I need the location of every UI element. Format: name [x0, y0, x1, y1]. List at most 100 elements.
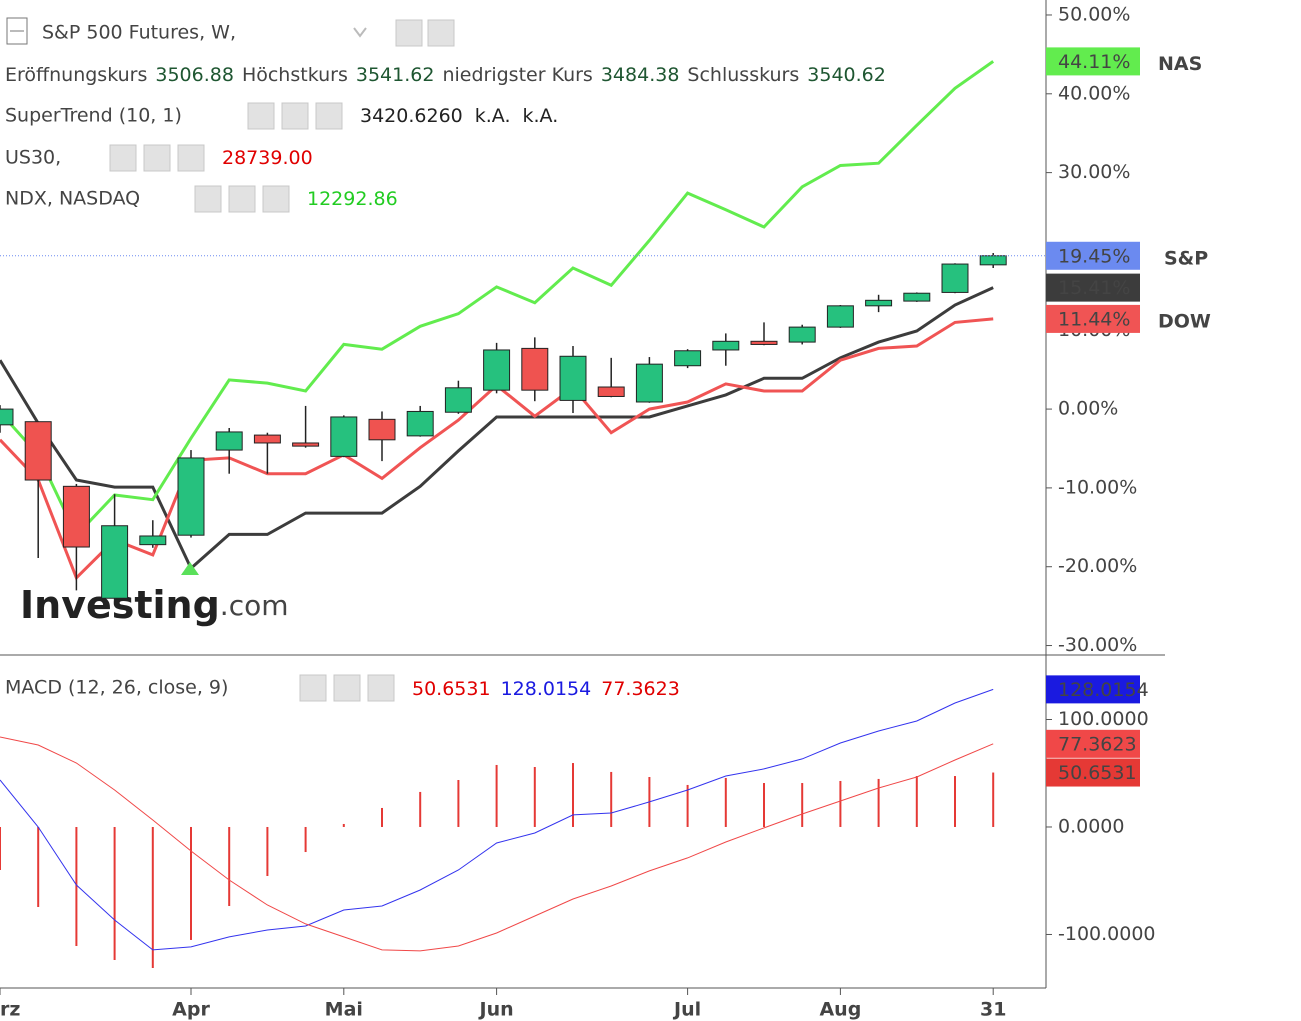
settings-icon[interactable]: [427, 19, 455, 47]
candle-body: [865, 299, 893, 307]
candle-body: [406, 410, 434, 437]
price-label: 128.0154: [1058, 679, 1149, 701]
settings-icon[interactable]: [281, 102, 309, 130]
candle-body: [177, 457, 205, 536]
signal-arrow: [181, 562, 199, 575]
x-tick-label: Mai: [325, 999, 363, 1021]
price-label-box: [1046, 758, 1140, 787]
indicator-line: [0, 688, 994, 951]
eye-icon[interactable]: [395, 19, 423, 47]
eye-icon[interactable]: [247, 102, 275, 130]
legend-row: Eröffnungskurs 3506.88 Höchstkurs 3541.62 ni…: [5, 64, 886, 86]
settings-icon[interactable]: [333, 674, 361, 702]
candle-body: [368, 418, 396, 441]
price-label: 19.45%: [1058, 245, 1130, 267]
menu-arrow: [353, 27, 367, 38]
eye-icon[interactable]: [109, 144, 137, 172]
candle-body: [635, 363, 663, 403]
ohlc-value: 3541.62: [356, 64, 435, 86]
candle-body: [215, 431, 243, 451]
candle-body: [903, 292, 931, 302]
legend-name: SuperTrend (10, 1): [5, 105, 182, 127]
indicator-line: [0, 736, 994, 952]
y-tick-label: 100.0000: [1058, 708, 1149, 730]
settings-icon[interactable]: [143, 144, 171, 172]
candle-body: [253, 434, 281, 444]
y-tick-label: 30.00%: [1058, 161, 1130, 183]
candle-body: [597, 386, 625, 397]
y-tick-label: -10.00%: [1058, 476, 1137, 498]
ohlc-value: 3506.88: [155, 64, 234, 86]
price-label-box: [1046, 675, 1140, 704]
price-label-box: [1046, 729, 1140, 758]
candle-body: [521, 347, 549, 391]
price-label: 44.11%: [1058, 51, 1130, 73]
ohlc-label: Eröffnungskurs: [5, 64, 147, 86]
candle-body: [674, 350, 702, 367]
candle-body: [139, 535, 167, 546]
close-icon[interactable]: [262, 185, 290, 213]
watermark: Investing.com: [20, 583, 289, 627]
legend-value: 50.6531: [412, 678, 491, 700]
y-tick-label: -20.00%: [1058, 555, 1137, 577]
legend-name: US30,: [5, 147, 61, 169]
y-tick-label: -100.0000: [1058, 923, 1156, 945]
series-line: [0, 286, 994, 571]
y-tick-label: 50.00%: [1058, 3, 1130, 25]
price-label-box: [1046, 241, 1140, 270]
x-tick-label: 31: [980, 999, 1006, 1021]
candle-body: [750, 340, 778, 345]
series-annotation: DOW: [1158, 310, 1211, 332]
candle-body: [444, 387, 472, 413]
legend-value: 128.0154: [501, 678, 592, 700]
settings-icon[interactable]: [228, 185, 256, 213]
candle-body: [788, 326, 816, 343]
x-tick-label: rz: [0, 999, 20, 1021]
candle-body: [24, 421, 52, 481]
price-label: 11.44%: [1058, 308, 1130, 330]
label-layer: S&P 500 Futures, W, Eröffnungskurs 3506.88…: [0, 22, 1211, 1021]
legend-values: 3420.6260 k.A. k.A.: [360, 105, 558, 127]
series-annotation: NAS: [1158, 53, 1202, 75]
candle-body: [62, 485, 90, 548]
x-tick-label: Jun: [478, 999, 514, 1021]
ohlc-value: 3540.62: [807, 64, 886, 86]
y-tick-label: -30.00%: [1058, 634, 1137, 656]
candle-body: [826, 305, 854, 328]
price-label: 50.6531: [1058, 762, 1137, 784]
eye-icon[interactable]: [194, 185, 222, 213]
y-tick-label: 0.00%: [1058, 398, 1118, 420]
series-annotation: S&P: [1164, 247, 1208, 269]
candle-body: [0, 408, 14, 426]
close-icon[interactable]: [367, 674, 395, 702]
collapse-icon: [6, 17, 28, 45]
candle-body: [712, 340, 740, 351]
close-icon[interactable]: [177, 144, 205, 172]
candle-body: [979, 255, 1007, 266]
legend-value: 77.3623: [601, 678, 680, 700]
x-tick-label: Apr: [172, 999, 210, 1021]
legend-values: 28739.00: [222, 147, 313, 169]
candle-body: [101, 525, 129, 599]
candle-body: [330, 416, 358, 457]
close-icon[interactable]: [315, 102, 343, 130]
ohlc-label: Schlusskurs: [687, 64, 799, 86]
price-label-box: [1046, 273, 1140, 302]
candle-body: [292, 442, 320, 447]
x-tick-label: Jul: [672, 999, 701, 1021]
legend-value: 28739.00: [222, 147, 313, 169]
candle-body: [559, 355, 587, 401]
legend-icons: [6, 17, 455, 702]
y-tick-label: 40.00%: [1058, 82, 1130, 104]
legend-name: NDX, NASDAQ: [5, 188, 140, 210]
eye-icon[interactable]: [299, 674, 327, 702]
ohlc-label: Höchstkurs: [242, 64, 348, 86]
watermark-part: .com: [220, 589, 289, 622]
legend-values: 50.6531 128.0154 77.3623: [412, 678, 680, 700]
ohlc-label: niedrigster Kurs: [442, 64, 592, 86]
y-tick-label: 0.0000: [1058, 815, 1124, 837]
price-label-box: [1046, 47, 1140, 76]
series-line: [0, 60, 995, 538]
